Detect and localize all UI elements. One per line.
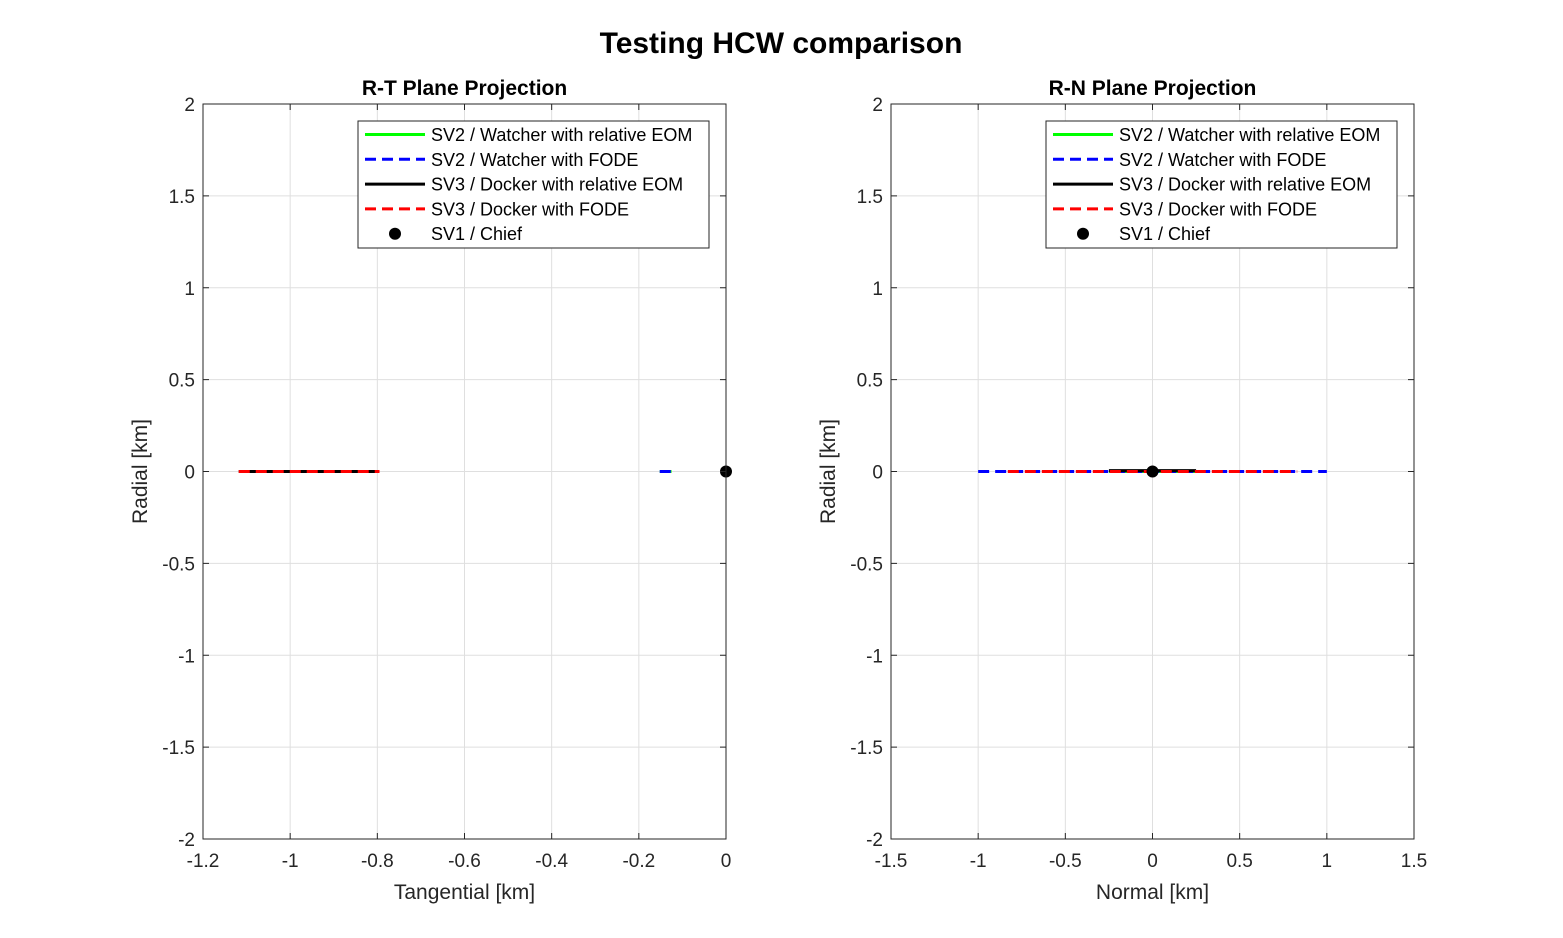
y-tick-label: 1.5 [857,187,883,208]
x-tick-label: -1 [282,851,299,872]
x-tick-label: -0.4 [535,851,568,872]
x-tick-label: 1.5 [1401,851,1427,872]
x-tick-label: -1.2 [187,851,220,872]
y-tick-label: -1 [178,646,195,667]
y-tick-label: -0.5 [850,554,883,575]
legend-entry-2: SV3 / Docker with relative EOM [431,175,683,195]
y-tick-label: -2 [866,830,883,851]
x-tick-label: -0.8 [361,851,394,872]
rt-plane-panel: -1.2 -1 -0.8 -0.6 -0.4 -0.2 0 -2 -1.5 -1 -0.5 0 0.5 1… [129,77,732,904]
y-axis-label: Radial [km] [817,419,840,524]
y-tick-label: -1.5 [162,738,195,759]
legend-entry-0: SV2 / Watcher with relative EOM [1119,125,1380,145]
y-tick-label: 1.5 [169,187,195,208]
legend-marker-4 [389,227,401,240]
legend-entry-1: SV2 / Watcher with FODE [1119,150,1326,170]
x-tick-label: -0.6 [448,851,481,872]
x-axis-label: Normal [km] [1096,881,1209,904]
legend-entry-4: SV1 / Chief [1119,224,1211,244]
rn-plane-panel: -1.5 -1 -0.5 0 0.5 1 1.5-2-1.5-1-0.500.511.52R… [817,77,1427,904]
chief-marker [1146,465,1159,478]
y-tick-label: -2 [178,830,195,851]
x-tick-label: -1.5 [875,851,908,872]
legend-entry-4: SV1 / Chief [431,224,523,244]
axes-title: R-T Plane Projection [362,77,567,100]
legend-entry-3: SV3 / Docker with FODE [1119,199,1317,219]
x-tick-label: 0 [1147,851,1158,872]
y-tick-label: 0 [872,463,883,484]
legend-entry-0: SV2 / Watcher with relative EOM [431,125,692,145]
legend-entry-2: SV3 / Docker with relative EOM [1119,175,1371,195]
figure-title: Testing HCW comparison [600,27,963,60]
legend-entry-1: SV2 / Watcher with FODE [431,150,638,170]
x-tick-label: 1 [1322,851,1333,872]
y-tick-label: 0.5 [857,371,883,392]
y-tick-label: 2 [872,95,883,116]
x-tick-label: -1 [970,851,987,872]
x-tick-label: 0.5 [1226,851,1252,872]
x-tick-label: 0 [721,851,732,872]
x-tick-label: -0.5 [1049,851,1082,872]
y-tick-label: 1 [872,279,883,300]
y-axis-label: Radial [km] [129,419,152,524]
legend-entry-3: SV3 / Docker with FODE [431,199,629,219]
y-tick-label: -1 [866,646,883,667]
y-tick-label: 0 [184,463,195,484]
legend-marker-4 [1077,227,1089,240]
y-tick-label: -0.5 [162,554,195,575]
y-tick-label: 0.5 [169,371,195,392]
x-axis-label: Tangential [km] [394,881,535,904]
axes-title: R-N Plane Projection [1049,77,1257,100]
y-tick-label: 1 [184,279,195,300]
y-tick-label: -1.5 [850,738,883,759]
y-tick-label: 2 [184,95,195,116]
x-tick-label: -0.2 [622,851,655,872]
